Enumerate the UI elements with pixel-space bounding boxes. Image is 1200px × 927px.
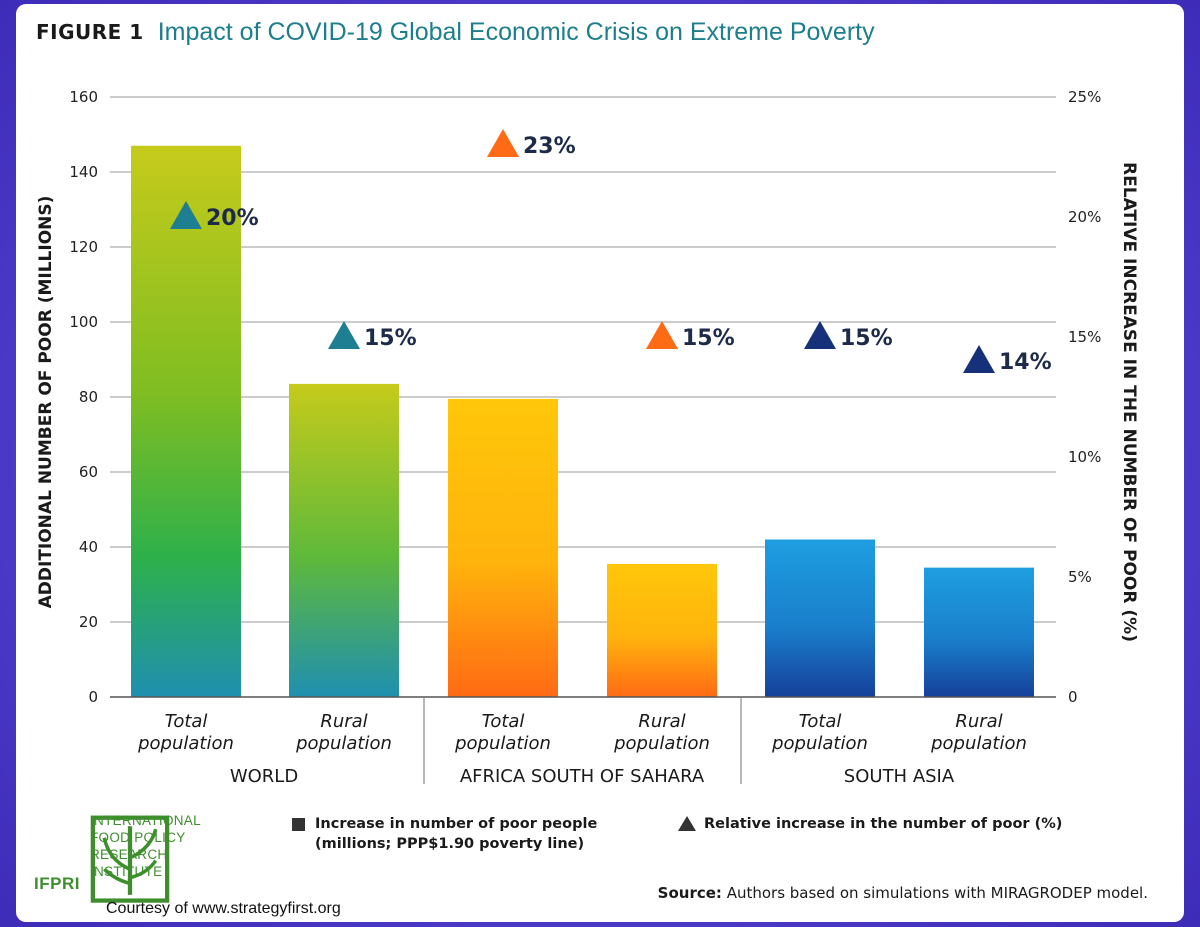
figure-header: FIGURE 1 Impact of COVID-19 Global Econo… [36, 12, 875, 52]
bar [924, 567, 1034, 697]
source-label: Source: [657, 884, 722, 902]
y-tick-label: 20 [79, 613, 98, 631]
category-label: population [613, 733, 710, 754]
bars [131, 145, 1034, 697]
category-label: population [930, 733, 1027, 754]
y-tick-label: 100 [69, 313, 98, 331]
group-label: SOUTH ASIA [844, 766, 955, 787]
y-tick-label: 40 [79, 538, 98, 556]
legend-triangle-swatch [678, 816, 696, 831]
legend-marker-label: Relative increase in the number of poor … [704, 816, 1063, 832]
category-label: Rural [638, 711, 685, 732]
source-text: Authors based on simulations with MIRAGR… [721, 884, 1148, 902]
category-label: population [295, 733, 392, 754]
relative-increase-marker [963, 345, 995, 373]
figure-label: FIGURE 1 [36, 20, 144, 44]
y2-axis-title: RELATIVE INCREASE IN THE NUMBER OF POOR … [1119, 162, 1139, 642]
category-label: population [137, 733, 234, 754]
y-tick-label: 140 [69, 163, 98, 181]
ifpri-logo [90, 815, 170, 903]
group-label: WORLD [230, 766, 298, 787]
org-acronym: IFPRI [34, 874, 80, 893]
org-name-line: INSTITUTE [90, 864, 163, 879]
gridlines [110, 96, 1056, 623]
markers: 20% 15% 23% 15% 15% 14% [170, 129, 1052, 375]
relative-increase-label: 15% [840, 326, 893, 351]
legend-bar-line1: Increase in number of poor people [315, 816, 598, 832]
category-label: Rural [320, 711, 367, 732]
bar [765, 539, 875, 697]
figure-title: Impact of COVID-19 Global Economic Crisi… [157, 17, 875, 46]
category-label: population [771, 733, 868, 754]
courtesy-caption: Courtesy of www.strategyfirst.org [106, 900, 341, 917]
y-tick-label: 80 [79, 388, 98, 406]
legend-square-swatch [292, 818, 305, 831]
legend-bar-entry: Increase in number of poor people (milli… [292, 814, 622, 854]
relative-increase-marker [804, 321, 836, 349]
category-label: Total [165, 711, 208, 732]
relative-increase-label: 15% [364, 326, 417, 351]
chart: 0 20 40 60 80 100 120 140 160 0 5% 10% 15% 20% 25% Tota… [36, 88, 1139, 787]
org-name-line: FOOD POLICY [90, 830, 186, 845]
y-tick-label: 160 [69, 88, 98, 106]
y2-tick-label: 25% [1068, 88, 1101, 106]
relative-increase-label: 20% [206, 206, 259, 231]
relative-increase-marker [646, 321, 678, 349]
bar [448, 398, 558, 697]
relative-increase-marker [328, 321, 360, 349]
y-tick-label: 120 [69, 238, 98, 256]
y-tick-label: 0 [88, 688, 98, 706]
org-name-line: INTERNATIONAL [90, 813, 201, 828]
y2-tick-label: 5% [1068, 568, 1092, 586]
bar [289, 383, 399, 697]
y2-tick-label: 10% [1068, 448, 1101, 466]
axes: 0 20 40 60 80 100 120 140 160 0 5% 10% 15% 20% 25% Tota… [69, 88, 1101, 787]
bar [607, 563, 717, 697]
y2-tick-label: 20% [1068, 208, 1101, 226]
y-tick-label: 60 [79, 463, 98, 481]
relative-increase-label: 15% [682, 326, 735, 351]
legend-bar-line2: (millions; PPP$1.90 poverty line) [315, 836, 585, 852]
category-label: Total [799, 711, 842, 732]
relative-increase-marker [487, 129, 519, 157]
y2-tick-label: 0 [1068, 688, 1078, 706]
relative-increase-label: 23% [523, 134, 576, 159]
legend-marker-entry: Relative increase in the number of poor … [678, 814, 1078, 834]
relative-increase-marker [170, 201, 202, 229]
figure-card: FIGURE 1 Impact of COVID-19 Global Econo… [16, 4, 1184, 922]
relative-increase-label: 14% [999, 350, 1052, 375]
organization-name: INTERNATIONAL FOOD POLICY RESEARCH INSTI… [90, 812, 230, 880]
legend-bar-label: Increase in number of poor people (milli… [315, 814, 597, 854]
bar [131, 145, 241, 697]
category-label: population [454, 733, 551, 754]
source-note: Source: Authors based on simulations wit… [658, 884, 1148, 902]
category-label: Total [482, 711, 525, 732]
y2-tick-label: 15% [1068, 328, 1101, 346]
y-axis-title: ADDITIONAL NUMBER OF POOR (MILLIONS) [36, 196, 56, 609]
org-name-line: RESEARCH [90, 847, 168, 862]
category-label: Rural [955, 711, 1002, 732]
group-label: AFRICA SOUTH OF SAHARA [460, 766, 705, 787]
